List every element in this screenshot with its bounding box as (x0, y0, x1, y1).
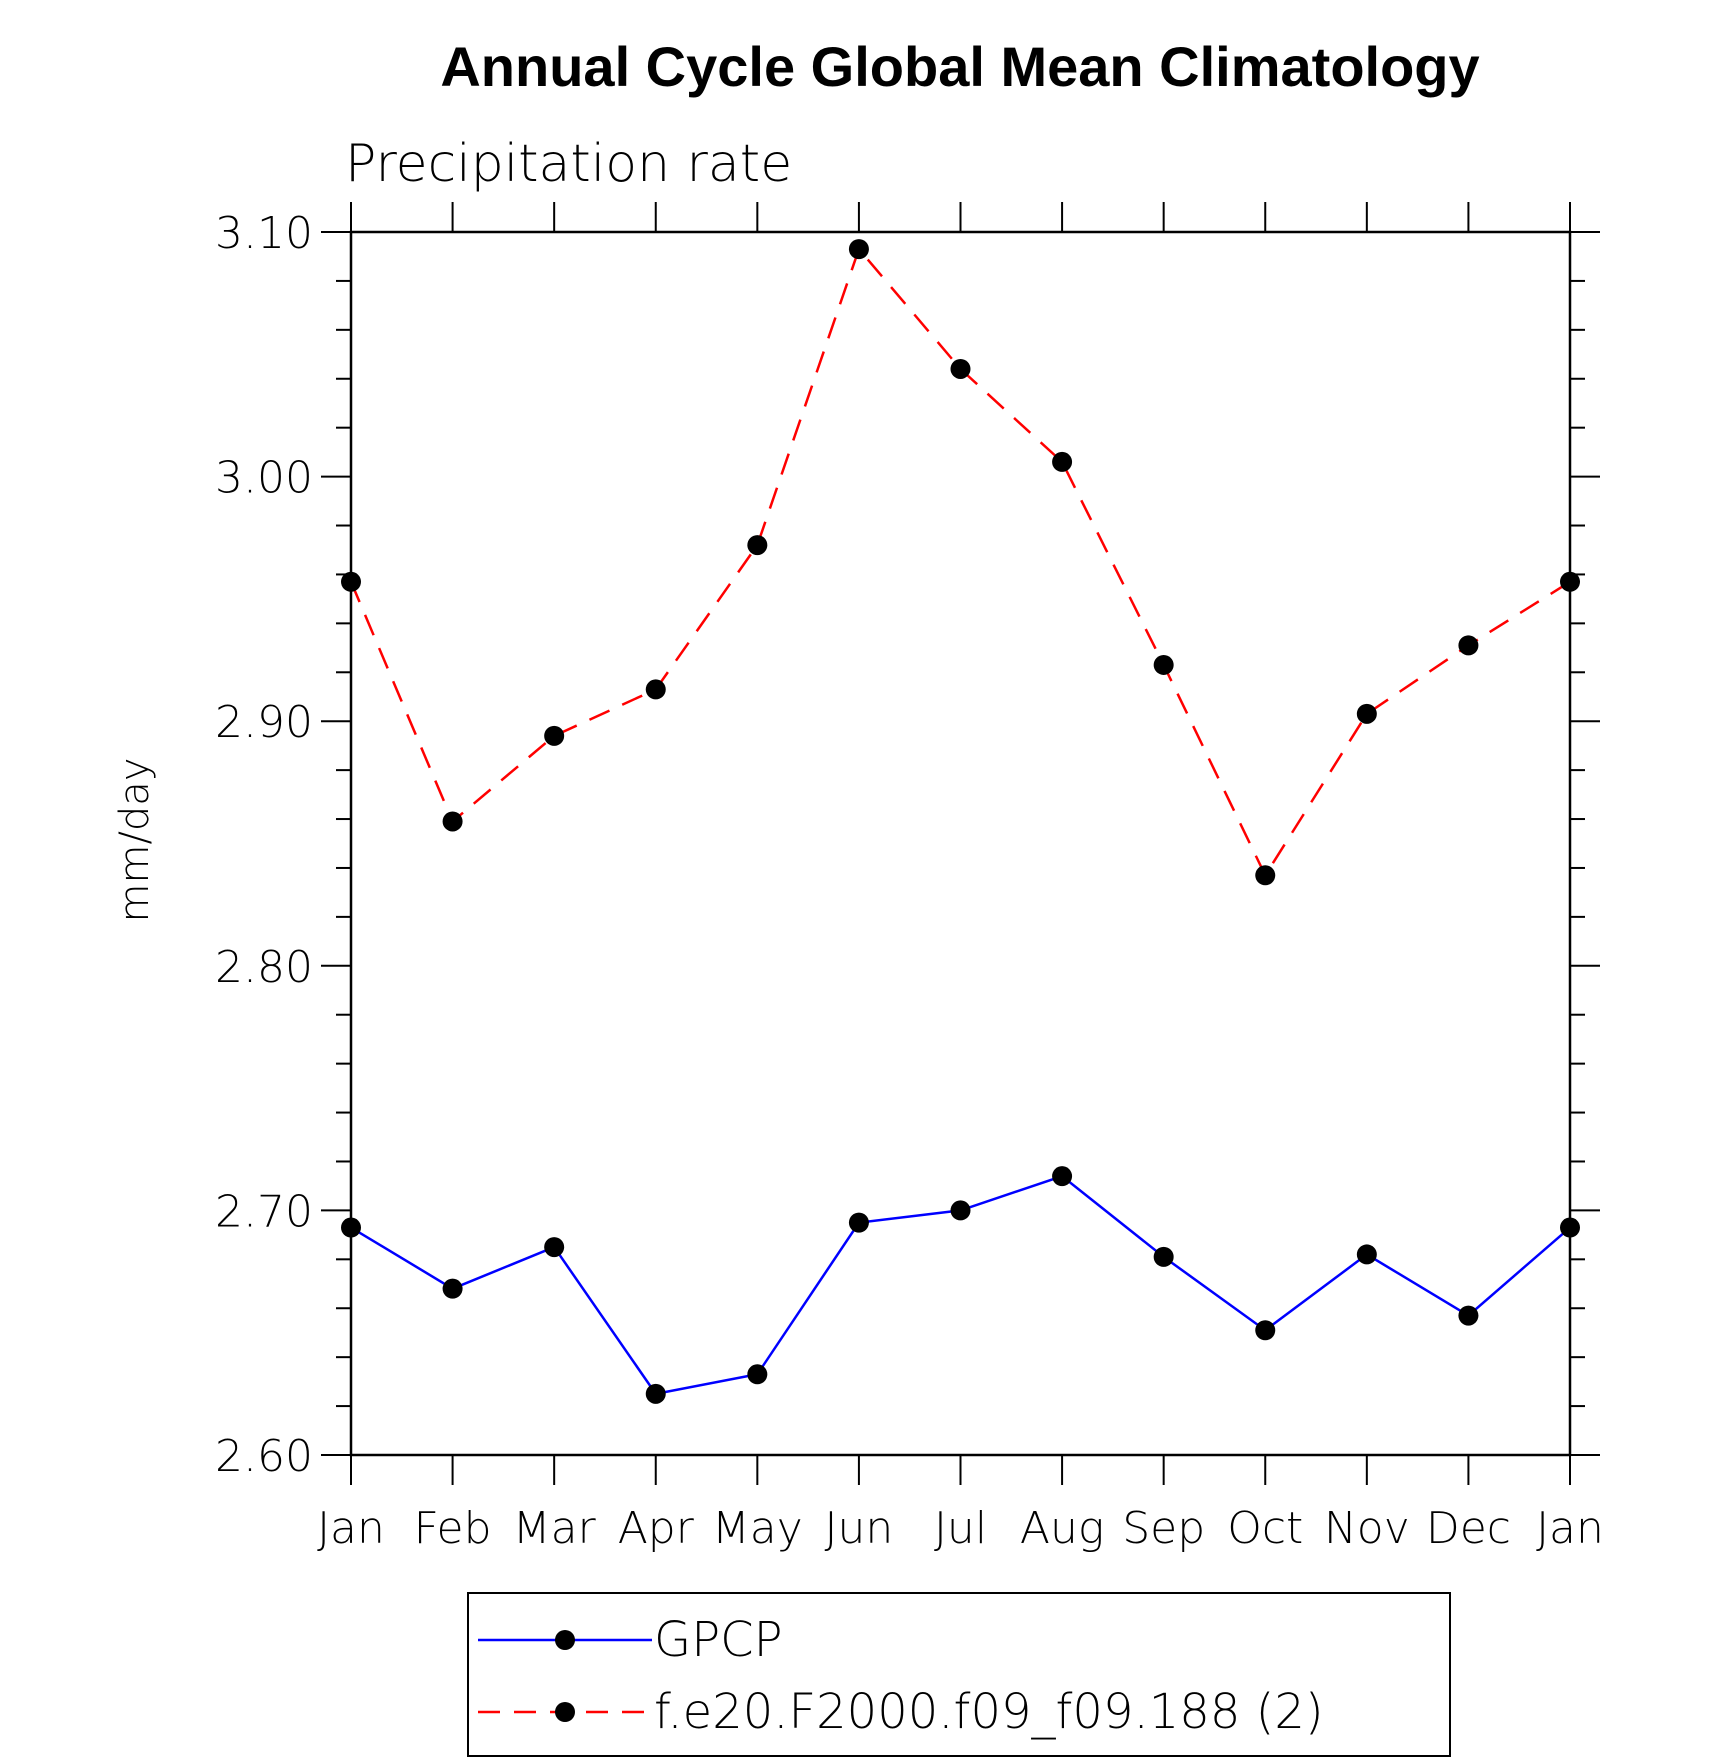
x-tick-label: Nov (1324, 1503, 1410, 1554)
series-0-point (1560, 1217, 1580, 1238)
x-tick-label: Sep (1122, 1503, 1205, 1554)
series-1-point (1458, 635, 1479, 656)
y-tick-label: 2.90 (215, 697, 313, 748)
series-0-point (544, 1237, 565, 1258)
y-tick-label: 3.00 (215, 453, 313, 504)
y-tick-label: 2.60 (215, 1431, 313, 1482)
series-1-point (544, 725, 565, 746)
x-tick-label: Feb (414, 1503, 492, 1554)
series-0-point (1458, 1305, 1479, 1326)
series-1-point (645, 679, 666, 700)
series-1-point (1356, 703, 1377, 724)
chart-subtitle: Precipitation rate (345, 134, 792, 194)
series-1-point (1255, 865, 1276, 886)
legend-marker-model (555, 1702, 575, 1722)
series-0-point (1052, 1166, 1073, 1187)
legend-label-gpcp: GPCP (654, 1612, 783, 1668)
legend-box (467, 1592, 1451, 1757)
series-0-point (442, 1278, 463, 1299)
x-tick-label: May (712, 1503, 803, 1554)
series-0-point (1356, 1244, 1377, 1265)
chart-title: Annual Cycle Global Mean Climatology (440, 35, 1479, 98)
series-1-point (848, 239, 869, 260)
legend-marker-gpcp (555, 1630, 575, 1650)
y-tick-label: 2.70 (215, 1186, 313, 1237)
x-tick-label: Jan (317, 1503, 385, 1554)
series-line-1 (349, 246, 1571, 878)
series-0-point (950, 1200, 971, 1221)
x-tick-label: Jan (1536, 1503, 1604, 1554)
x-tick-label: Apr (618, 1503, 695, 1554)
series-1-point (1153, 654, 1174, 675)
series-0-point (645, 1383, 666, 1404)
series-lines (349, 246, 1571, 1396)
series-0-point (341, 1217, 361, 1238)
series-0-point (747, 1364, 768, 1385)
x-tick-label: Oct (1227, 1503, 1303, 1554)
series-1-point (1052, 451, 1073, 472)
series-1-point (747, 535, 768, 556)
x-tick-label: Dec (1426, 1503, 1511, 1554)
series-1-point (442, 811, 463, 832)
y-ticks: 2.60 2.70 2.80 2.90 3.00 3.10 (215, 208, 1600, 1482)
series-0-point (1255, 1320, 1276, 1341)
x-tick-label: Jun (825, 1503, 894, 1554)
y-tick-label: 3.10 (215, 208, 313, 259)
x-tick-label: Mar (513, 1503, 597, 1554)
y-tick-label: 2.80 (215, 942, 313, 993)
series-1-point (341, 571, 361, 592)
x-ticks: Jan Feb Mar Apr May Jun Jul Aug Sep Oct Nov Dec Jan (317, 202, 1604, 1554)
x-tick-label: Jul (934, 1503, 987, 1554)
series-markers (341, 239, 1580, 1404)
plot-border (349, 230, 1572, 1457)
plot-frame (349, 230, 1572, 1457)
series-1-point (1560, 571, 1580, 592)
series-0-point (1153, 1246, 1174, 1267)
legend-label-model: f.e20.F2000.f09_f09.188 (2) (654, 1684, 1324, 1740)
x-tick-label: Aug (1020, 1503, 1104, 1554)
series-1-point (950, 358, 971, 379)
legend: GPCP f.e20.F2000.f09_f09.188 (2) (467, 1592, 1451, 1757)
y-axis-label: mm/day (112, 758, 158, 923)
series-0-point (848, 1212, 869, 1233)
